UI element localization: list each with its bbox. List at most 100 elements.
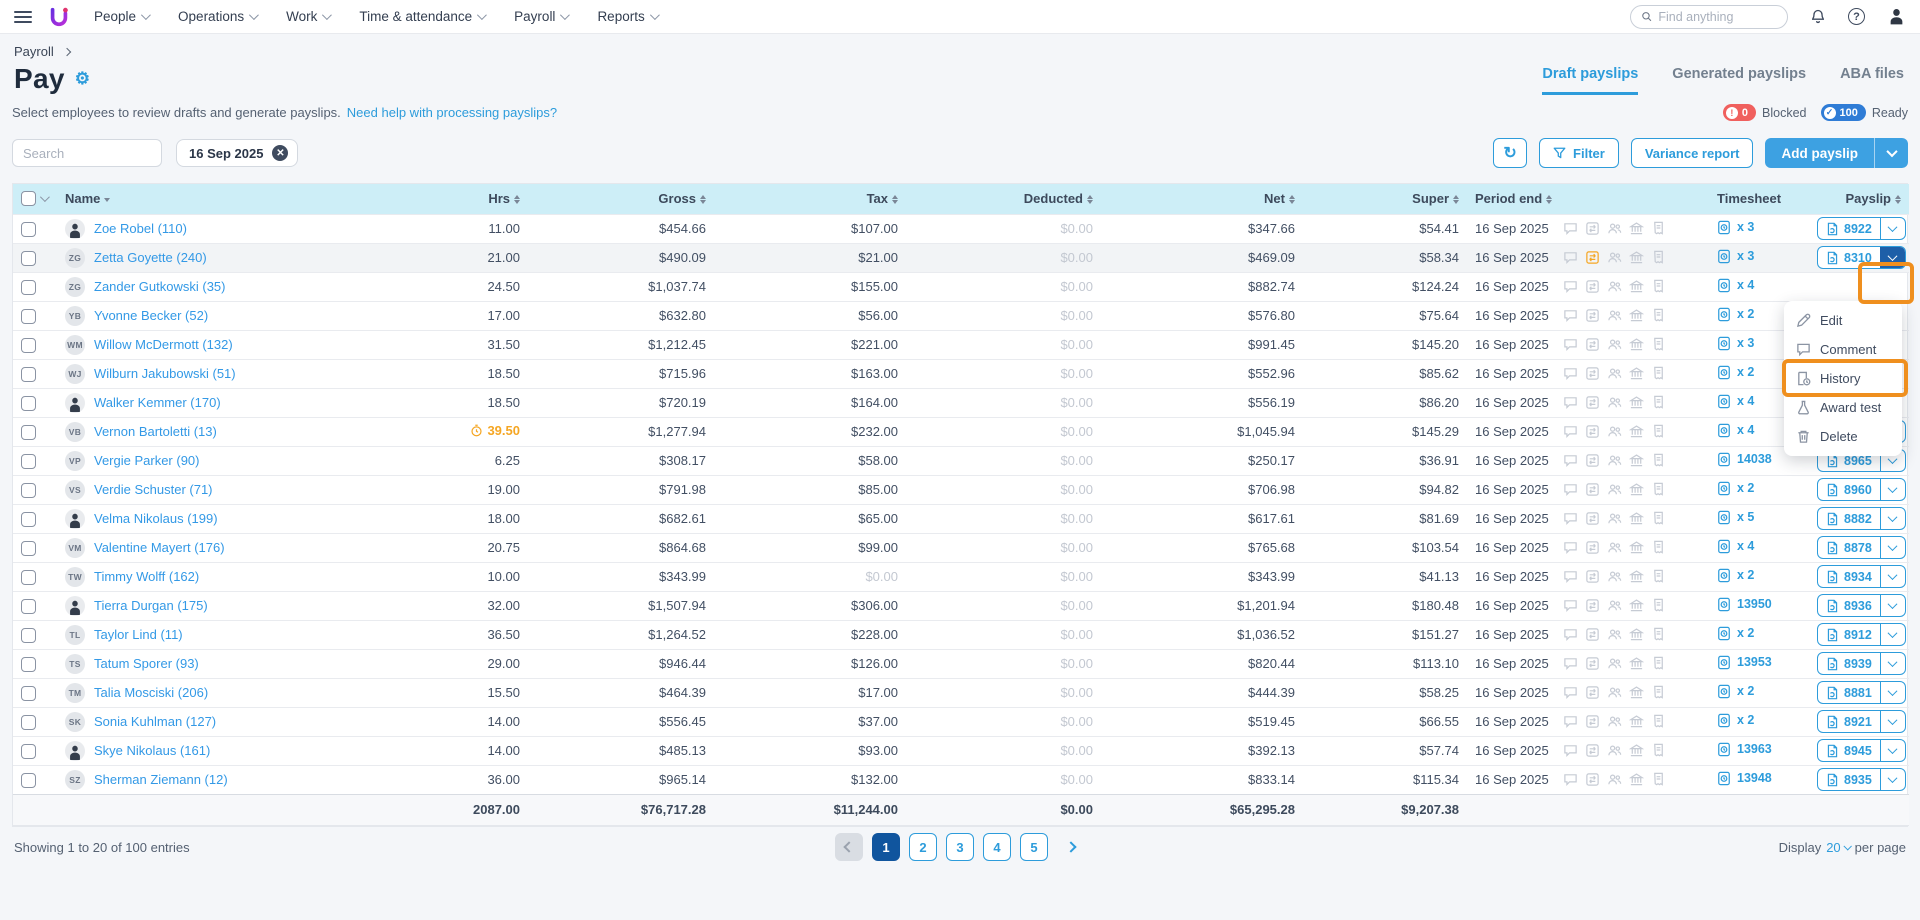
payslip-dropdown-button[interactable] (1879, 711, 1905, 732)
timesheet-link[interactable]: x 2 (1717, 713, 1754, 728)
menu-item-history[interactable]: History (1784, 364, 1902, 393)
payslip-dropdown-button[interactable] (1879, 508, 1905, 529)
timesheet-link[interactable]: 13953 (1717, 655, 1772, 670)
notifications-bell-icon[interactable] (1810, 8, 1826, 25)
column-header-name[interactable]: Name (57, 184, 367, 214)
timesheet-link[interactable]: x 2 (1717, 365, 1754, 380)
timesheet-link[interactable]: x 4 (1717, 539, 1754, 554)
date-filter-chip[interactable]: 16 Sep 2025 ✕ (176, 139, 299, 167)
timesheet-link[interactable]: 13948 (1717, 771, 1772, 786)
column-header-super[interactable]: Super (1303, 184, 1467, 214)
menu-item-reports[interactable]: Reports (597, 9, 660, 24)
payslip-button[interactable]: 8935 (1817, 768, 1906, 791)
global-search[interactable] (1630, 4, 1788, 29)
row-checkbox[interactable] (21, 714, 36, 730)
timesheet-link[interactable]: 14038 (1717, 452, 1772, 467)
payslip-dropdown-button[interactable] (1879, 537, 1905, 558)
row-checkbox[interactable] (21, 627, 36, 643)
payslip-dropdown-button[interactable] (1879, 247, 1905, 268)
page-button-3[interactable]: 3 (946, 833, 974, 861)
timesheet-link[interactable]: x 3 (1717, 336, 1754, 351)
menu-item-edit[interactable]: Edit (1784, 306, 1902, 335)
add-payslip-button[interactable]: Add payslip (1765, 138, 1908, 168)
row-checkbox[interactable] (21, 743, 36, 759)
timesheet-link[interactable]: x 2 (1717, 626, 1754, 641)
timesheet-link[interactable]: x 2 (1717, 684, 1754, 699)
employee-name-link[interactable]: Timmy Wolff (162) (94, 569, 200, 584)
payslip-dropdown-button[interactable] (1879, 769, 1905, 790)
timesheet-link[interactable]: x 4 (1717, 394, 1754, 409)
global-search-input[interactable] (1658, 9, 1777, 24)
menu-item-operations[interactable]: Operations (178, 9, 259, 24)
previous-page-button[interactable] (835, 833, 863, 861)
employee-name-link[interactable]: Talia Mosciski (206) (94, 685, 209, 700)
menu-item-award-test[interactable]: Award test (1784, 393, 1902, 422)
employee-name-link[interactable]: Skye Nikolaus (161) (94, 743, 211, 758)
timesheet-link[interactable]: 13950 (1717, 597, 1772, 612)
payslip-button[interactable]: 8922 (1817, 217, 1906, 240)
payslip-dropdown-button[interactable] (1879, 218, 1905, 239)
employee-name-link[interactable]: Valentine Mayert (176) (94, 540, 225, 555)
payslip-button[interactable]: 8881 (1817, 681, 1906, 704)
page-button-2[interactable]: 2 (909, 833, 937, 861)
column-header-deducted[interactable]: Deducted (906, 184, 1101, 214)
employee-name-link[interactable]: Tierra Durgan (175) (94, 598, 208, 613)
page-button-4[interactable]: 4 (983, 833, 1011, 861)
employee-name-link[interactable]: Sonia Kuhlman (127) (94, 714, 217, 729)
hamburger-menu-icon[interactable] (14, 10, 32, 23)
table-search-input[interactable] (12, 139, 162, 167)
clear-date-icon[interactable]: ✕ (272, 145, 289, 161)
row-checkbox[interactable] (21, 308, 36, 324)
row-checkbox[interactable] (21, 685, 36, 701)
column-header-hrs[interactable]: Hrs (367, 184, 528, 214)
menu-item-delete[interactable]: Delete (1784, 422, 1902, 451)
column-header-period-end[interactable]: Period end (1467, 184, 1709, 214)
employee-name-link[interactable]: Vergie Parker (90) (94, 453, 200, 468)
row-checkbox[interactable] (21, 772, 36, 788)
payslip-dropdown-button[interactable] (1879, 595, 1905, 616)
employee-name-link[interactable]: Zoe Robel (110) (94, 221, 187, 236)
payslip-button[interactable]: 8310 (1817, 246, 1906, 269)
employee-name-link[interactable]: Zetta Goyette (240) (94, 250, 207, 265)
employee-name-link[interactable]: Vernon Bartoletti (13) (94, 424, 217, 439)
column-header-tax[interactable]: Tax (714, 184, 906, 214)
per-page-select[interactable]: 20 (1826, 840, 1852, 855)
employee-name-link[interactable]: Velma Nikolaus (199) (94, 511, 218, 526)
payslip-button[interactable]: 8936 (1817, 594, 1906, 617)
tab-draft-payslips[interactable]: Draft payslips (1542, 66, 1639, 95)
payslip-dropdown-button[interactable] (1879, 479, 1905, 500)
timesheet-link[interactable]: x 3 (1717, 220, 1754, 235)
employee-name-link[interactable]: Willow McDermott (132) (94, 337, 233, 352)
row-checkbox[interactable] (21, 337, 36, 353)
column-header-payslip[interactable]: Payslip (1809, 184, 1909, 214)
timesheet-link[interactable]: x 2 (1717, 568, 1754, 583)
filter-button[interactable]: Filter (1539, 138, 1619, 168)
employee-name-link[interactable]: Sherman Ziemann (12) (94, 772, 228, 787)
row-checkbox[interactable] (21, 540, 36, 556)
payslip-button[interactable]: 8882 (1817, 507, 1906, 530)
timesheet-link[interactable]: x 2 (1717, 481, 1754, 496)
select-all-checkbox[interactable] (21, 191, 36, 207)
timesheet-link[interactable]: 13963 (1717, 742, 1772, 757)
row-checkbox[interactable] (21, 250, 36, 266)
timesheet-link[interactable]: x 2 (1717, 307, 1754, 322)
timesheet-link[interactable]: x 5 (1717, 510, 1754, 525)
employee-name-link[interactable]: Zander Gutkowski (35) (94, 279, 226, 294)
payslip-dropdown-button[interactable] (1879, 653, 1905, 674)
timesheet-link[interactable]: x 4 (1717, 423, 1754, 438)
timesheet-link[interactable]: x 3 (1717, 249, 1754, 264)
menu-item-comment[interactable]: Comment (1784, 335, 1902, 364)
next-page-button[interactable] (1057, 833, 1085, 861)
payslip-dropdown-button[interactable] (1879, 682, 1905, 703)
column-header-net[interactable]: Net (1101, 184, 1303, 214)
app-logo[interactable] (48, 6, 70, 28)
employee-name-link[interactable]: Taylor Lind (11) (94, 627, 183, 642)
payslip-dropdown-button[interactable] (1879, 450, 1905, 471)
variance-report-button[interactable]: Variance report (1630, 138, 1754, 168)
row-checkbox[interactable] (21, 453, 36, 469)
payslip-button[interactable]: 8878 (1817, 536, 1906, 559)
tab-generated-payslips[interactable]: Generated payslips (1672, 66, 1807, 82)
payslip-dropdown-button[interactable] (1879, 740, 1905, 761)
timesheet-link[interactable]: x 4 (1717, 278, 1754, 293)
row-checkbox[interactable] (21, 656, 36, 672)
